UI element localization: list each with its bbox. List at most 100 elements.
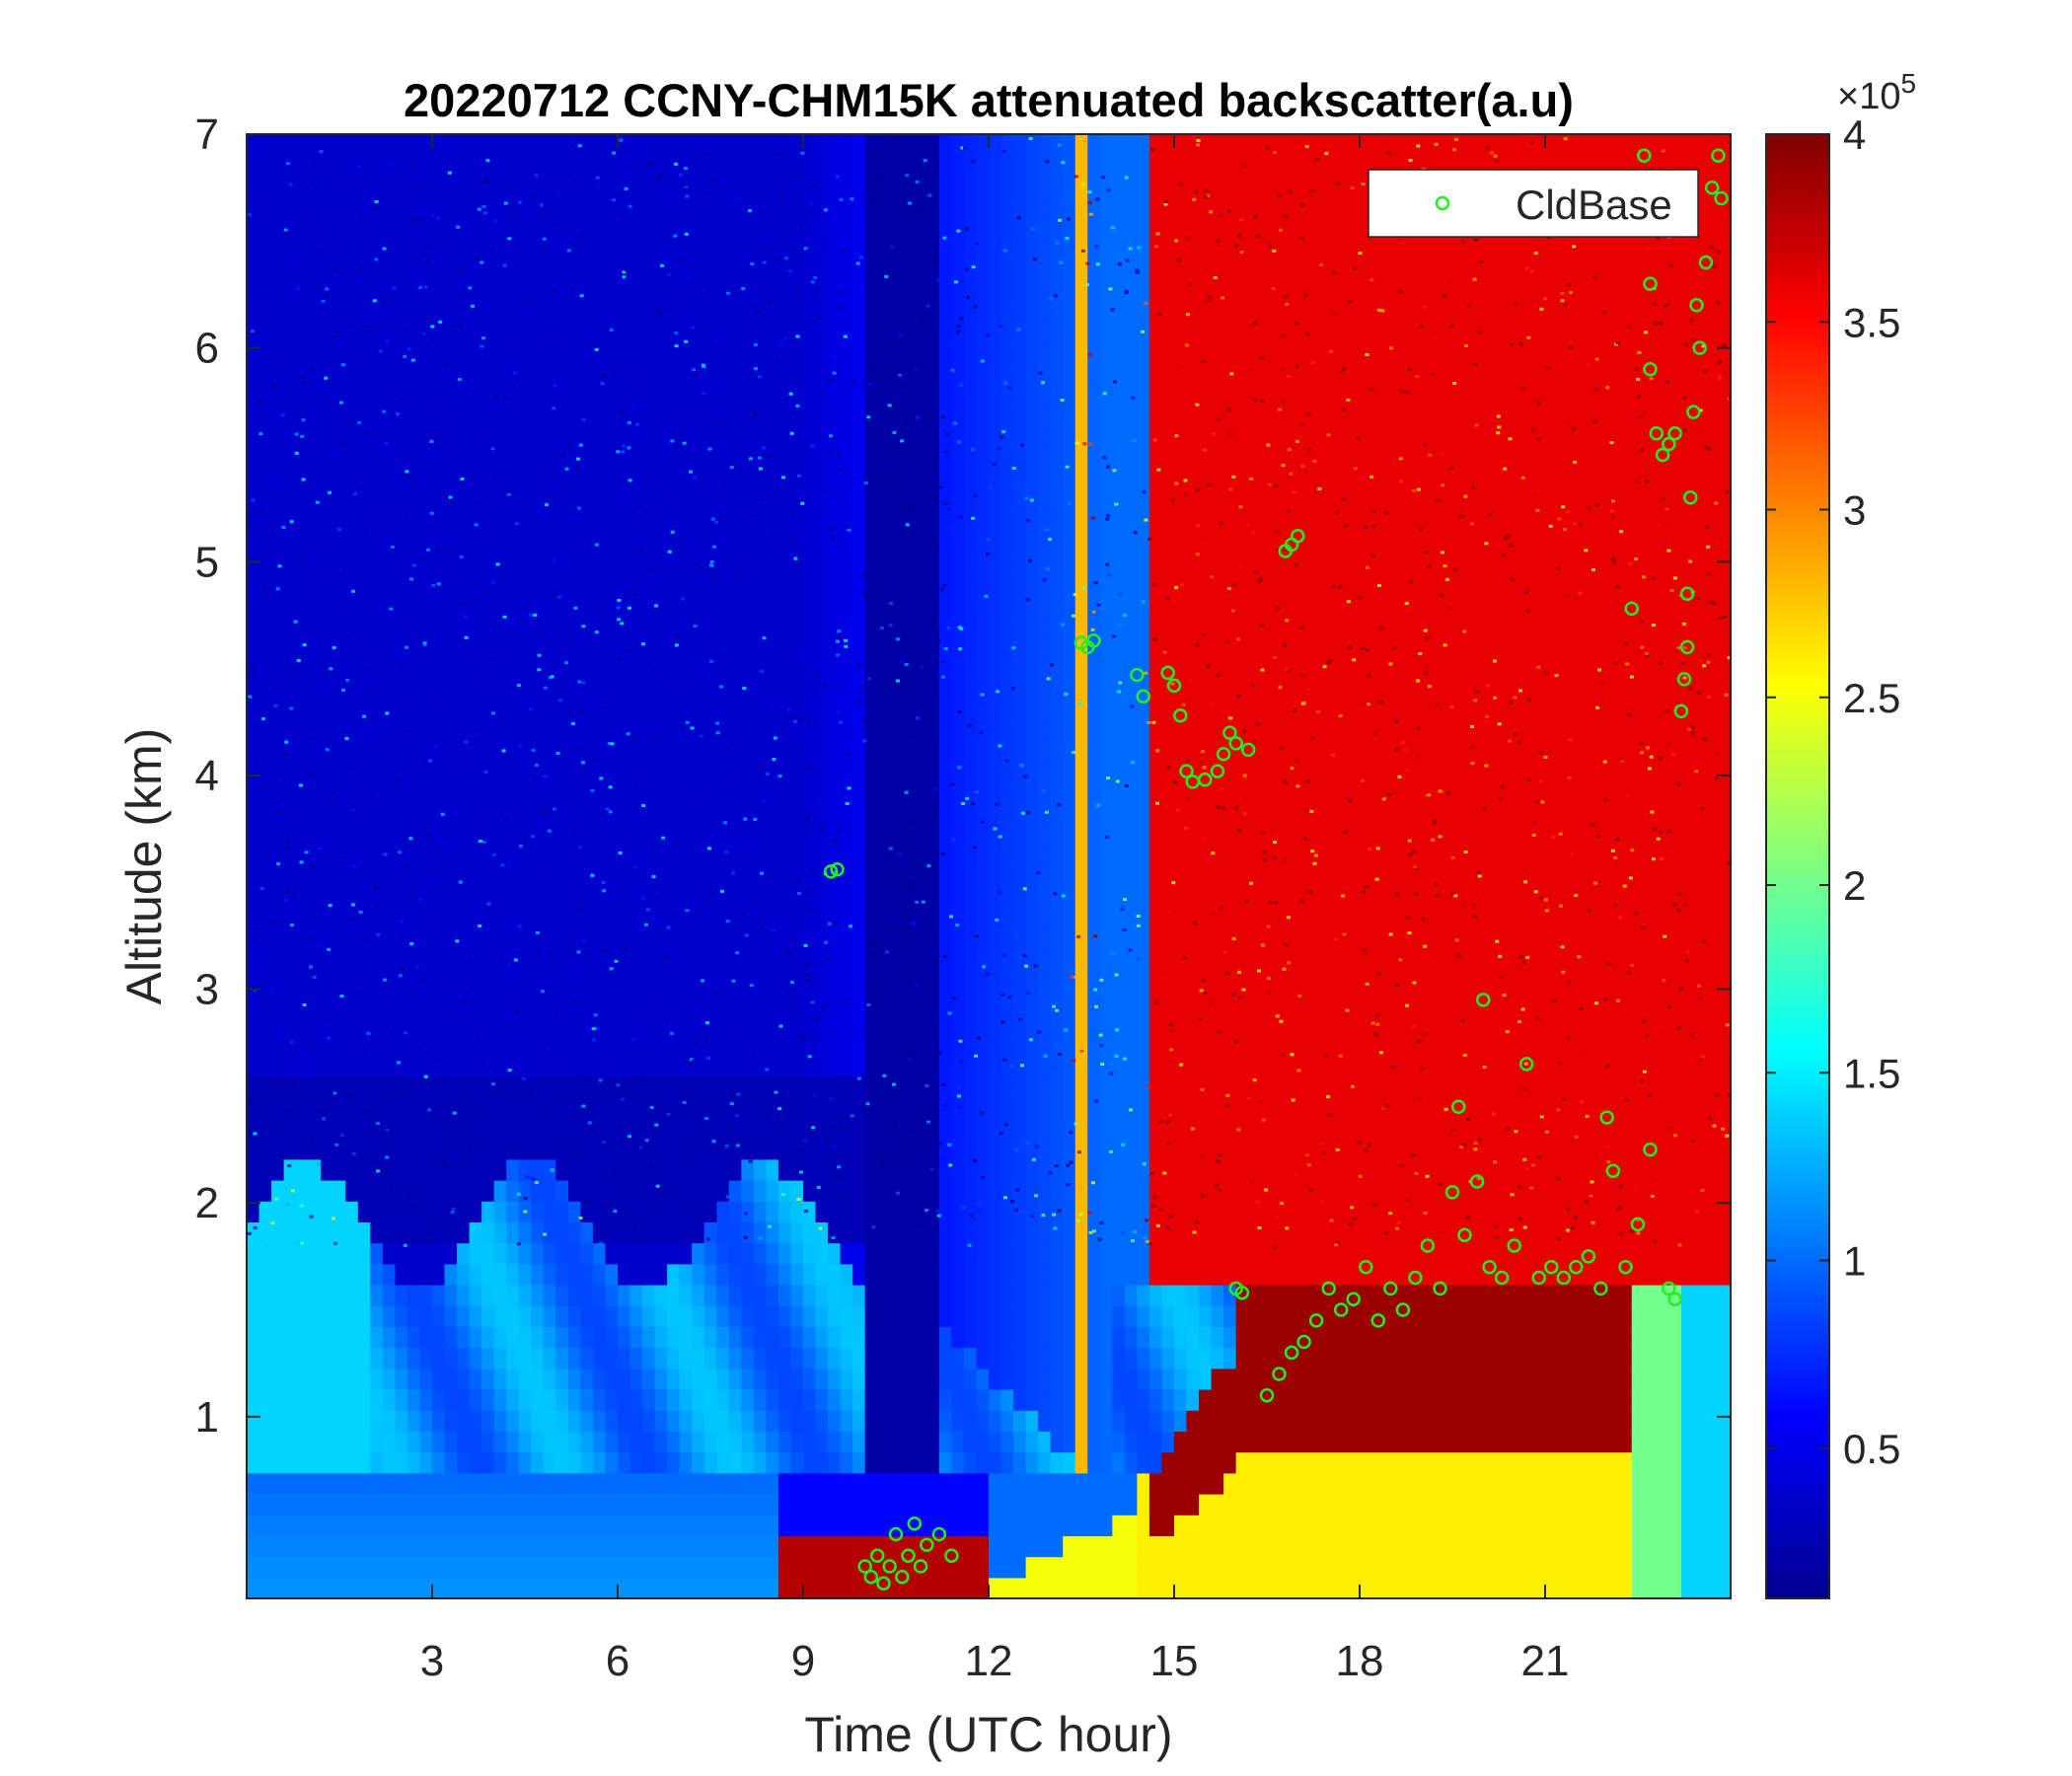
heatmap-cell bbox=[370, 1535, 384, 1558]
heatmap-cell bbox=[777, 1326, 792, 1349]
heatmap-cell bbox=[963, 1368, 978, 1390]
heatmap-cell bbox=[840, 176, 853, 198]
heatmap-cell bbox=[1063, 803, 1076, 826]
heatmap-cell bbox=[963, 573, 978, 595]
heatmap-cell bbox=[321, 385, 334, 407]
heatmap-cell bbox=[716, 1158, 730, 1181]
heatmap-cell bbox=[914, 1201, 927, 1222]
heatmap-cell bbox=[864, 322, 878, 344]
heatmap-cell bbox=[308, 1431, 322, 1453]
heatmap-cell bbox=[506, 803, 520, 826]
heatmap-cell bbox=[828, 845, 842, 867]
heatmap-cell bbox=[357, 1305, 371, 1327]
heatmap-cell bbox=[382, 971, 396, 993]
heatmap-cell bbox=[618, 1326, 631, 1349]
heatmap-cell bbox=[333, 845, 346, 867]
heatmap-cell bbox=[753, 1389, 767, 1411]
heatmap-cell bbox=[1013, 971, 1027, 993]
heatmap-cell bbox=[321, 1347, 334, 1369]
heatmap-cell bbox=[877, 469, 891, 490]
heatmap-cell bbox=[852, 406, 866, 428]
heatmap-cell bbox=[889, 1451, 903, 1474]
heatmap-cell bbox=[518, 971, 532, 993]
heatmap-cell bbox=[321, 217, 334, 240]
heatmap-cell bbox=[728, 1431, 742, 1453]
heatmap-cell bbox=[444, 1263, 458, 1286]
heatmap-cell bbox=[889, 573, 903, 595]
heatmap-cell bbox=[531, 594, 545, 617]
heatmap-cell bbox=[1112, 635, 1126, 658]
heatmap-cell bbox=[902, 553, 916, 574]
heatmap-cell bbox=[469, 385, 482, 407]
heatmap-cell bbox=[395, 364, 408, 386]
heatmap-cell bbox=[605, 1263, 619, 1286]
heatmap-cell bbox=[308, 699, 322, 721]
heatmap-cell bbox=[1050, 322, 1064, 344]
heatmap-cell bbox=[790, 343, 804, 365]
heatmap-cell bbox=[382, 280, 396, 303]
heatmap-cell bbox=[679, 1180, 693, 1202]
heatmap-cell bbox=[370, 1305, 384, 1327]
heatmap-cell bbox=[259, 1556, 272, 1579]
heatmap-cell bbox=[1038, 343, 1052, 365]
heatmap-cell bbox=[703, 1494, 717, 1516]
heatmap-cell bbox=[679, 1054, 693, 1076]
heatmap-cell bbox=[469, 1347, 482, 1369]
heatmap-cell bbox=[667, 364, 681, 386]
heatmap-cell bbox=[692, 573, 705, 595]
heatmap-cell bbox=[679, 280, 693, 303]
heatmap-cell bbox=[877, 887, 891, 909]
heatmap-cell bbox=[395, 1054, 408, 1076]
heatmap-cell bbox=[333, 1368, 346, 1390]
heatmap-cell bbox=[989, 594, 1002, 617]
heatmap-cell bbox=[790, 217, 804, 240]
heatmap-cell bbox=[395, 1431, 408, 1453]
heatmap-cell bbox=[370, 803, 384, 826]
heatmap-cell bbox=[1099, 176, 1113, 198]
heatmap-cell bbox=[703, 1201, 717, 1222]
heatmap-cell bbox=[457, 1096, 471, 1118]
heatmap-cell bbox=[703, 1515, 717, 1536]
heatmap-cell bbox=[1038, 594, 1052, 617]
heatmap-cell bbox=[790, 1138, 804, 1160]
heatmap-cell bbox=[840, 196, 853, 219]
heatmap-cell bbox=[642, 426, 656, 449]
heatmap-cell bbox=[518, 1451, 532, 1474]
heatmap-cell bbox=[926, 1347, 940, 1369]
heatmap-cell bbox=[407, 971, 421, 993]
heatmap-cell bbox=[259, 134, 272, 156]
heatmap-cell bbox=[642, 155, 656, 177]
heatmap-cell bbox=[1087, 531, 1101, 554]
heatmap-cell bbox=[531, 134, 545, 156]
heatmap-cell bbox=[1050, 573, 1064, 595]
heatmap-cell bbox=[457, 866, 471, 888]
heatmap-cell bbox=[518, 1138, 532, 1160]
heatmap-cell bbox=[914, 469, 927, 490]
heatmap-cell bbox=[345, 1451, 359, 1474]
heatmap-cell bbox=[308, 635, 322, 658]
heatmap-cell bbox=[605, 1410, 619, 1432]
heatmap-cell bbox=[815, 280, 829, 303]
heatmap-cell bbox=[629, 782, 643, 804]
heatmap-cell bbox=[493, 1472, 507, 1495]
heatmap-cell bbox=[1099, 866, 1113, 888]
heatmap-cell bbox=[333, 510, 346, 533]
heatmap-cell bbox=[567, 322, 581, 344]
heatmap-cell bbox=[1112, 489, 1126, 512]
heatmap-cell bbox=[642, 657, 656, 679]
heatmap-cell bbox=[518, 1012, 532, 1035]
heatmap-cell bbox=[902, 280, 916, 303]
heatmap-cell bbox=[963, 469, 978, 490]
heatmap-cell bbox=[753, 196, 767, 219]
heatmap-cell bbox=[889, 364, 903, 386]
heatmap-cell bbox=[840, 1326, 853, 1349]
heatmap-cell bbox=[605, 1054, 619, 1076]
heatmap-cell bbox=[481, 1472, 495, 1495]
heatmap-cell bbox=[419, 1410, 433, 1432]
heatmap-cell bbox=[407, 176, 421, 198]
heatmap-cell bbox=[1025, 1431, 1039, 1453]
heatmap-cell bbox=[951, 426, 965, 449]
heatmap-cell bbox=[518, 259, 532, 281]
heatmap-cell bbox=[481, 510, 495, 533]
heatmap-cell bbox=[667, 1201, 681, 1222]
